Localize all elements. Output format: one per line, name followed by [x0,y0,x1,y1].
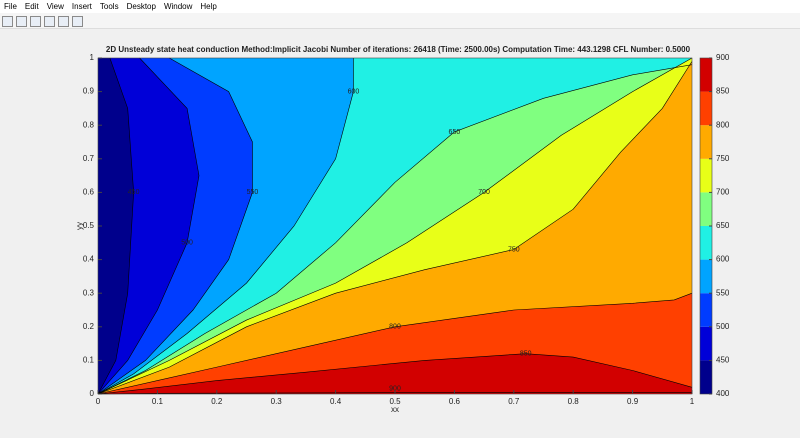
x-tick-label: 0.9 [627,397,639,406]
colorbar-band [700,158,712,193]
colorbar-band [700,226,712,260]
contour-line [97,292,693,395]
contour-label: 900 [389,385,401,392]
menu-item[interactable]: Edit [24,2,39,11]
chart: 2D Unsteady state heat conduction Method… [75,45,730,414]
new-icon[interactable] [2,16,13,27]
x-tick-label: 0.3 [271,397,283,406]
save-icon[interactable] [30,16,41,27]
x-tick-label: 0.8 [568,397,580,406]
colorbar-tick-label: 550 [716,288,730,297]
contour-label: 550 [247,189,259,196]
colorbar-tick-label: 850 [716,87,730,96]
colorbar-tick-label: 900 [716,53,730,62]
open-icon[interactable] [16,16,27,27]
colorbar-band [700,360,712,394]
contour-line [97,57,134,395]
menu-item[interactable]: File [4,2,17,11]
x-tick-label: 0.4 [330,397,342,406]
contour-label: 850 [520,351,532,358]
menu-item[interactable]: Window [163,2,193,11]
x-tick-label: 0 [96,397,101,406]
chart-title: 2D Unsteady state heat conduction Method… [106,45,691,54]
contour-label: 750 [508,246,520,253]
x-axis-label: xx [391,405,399,414]
y-tick-label: 0 [90,389,95,398]
y-tick-label: 0.1 [83,356,95,365]
colorbar-band [700,293,712,327]
y-tick-label: 0.3 [83,288,95,297]
contour-line [97,57,200,395]
menu-bar: File Edit View Insert Tools Desktop Window Help [0,0,800,13]
x-tick-label: 1 [690,397,695,406]
y-tick-label: 1 [90,53,95,62]
x-tick-label: 0.5 [389,397,401,406]
contour-line [97,61,693,395]
contour-line [97,64,693,395]
menu-item[interactable]: Tools [99,2,119,11]
contour-label: 450 [128,189,140,196]
colorbar-band [700,192,712,226]
y-tick-label: 0.5 [83,221,95,230]
y-tick-label: 0.8 [83,120,95,129]
colorbar-band [700,259,712,294]
y-tick-label: 0.9 [83,87,95,96]
colorbar-band [700,58,712,92]
y-tick-label: 0.6 [83,188,95,197]
colorbar-tick-label: 700 [716,188,730,197]
y-tick-label: 0.7 [83,154,95,163]
contour-band [98,353,692,394]
y-tick-label: 0.4 [83,255,95,264]
colorbar-band [700,326,712,361]
colorbar-tick-label: 750 [716,154,730,163]
menu-item[interactable]: Insert [71,2,92,11]
colorbar-band [700,125,712,159]
colorbar-tick-label: 650 [716,221,730,230]
contour-label: 600 [348,88,360,95]
menu-item[interactable]: View [46,2,64,11]
colorbar-band [700,91,712,126]
contour-label: 800 [389,324,401,331]
contour-line [97,58,354,395]
dock-icon[interactable] [72,16,83,27]
contour-label: 500 [181,240,193,247]
colorbar-tick-label: 500 [716,322,730,331]
contour-label: 650 [449,129,461,136]
print-icon[interactable] [44,16,55,27]
colorbar-tick-label: 600 [716,255,730,264]
contour-label: 700 [478,189,490,196]
contour-line [97,57,693,395]
x-tick-label: 0.7 [508,397,520,406]
y-axis-label: yy [75,222,84,230]
toolbar [0,13,800,29]
x-tick-label: 0.2 [211,397,223,406]
colorbar-tick-label: 400 [716,389,730,398]
x-tick-label: 0.1 [152,397,164,406]
contour-line [97,57,253,395]
colorbar-tick-label: 800 [716,120,730,129]
arrow-icon[interactable] [58,16,69,27]
y-tick-label: 0.2 [83,322,95,331]
colorbar-tick-label: 450 [716,356,730,365]
menu-item[interactable]: Help [200,2,217,11]
contour-line [97,353,693,395]
x-tick-label: 0.6 [449,397,461,406]
menu-item[interactable]: Desktop [126,2,156,11]
